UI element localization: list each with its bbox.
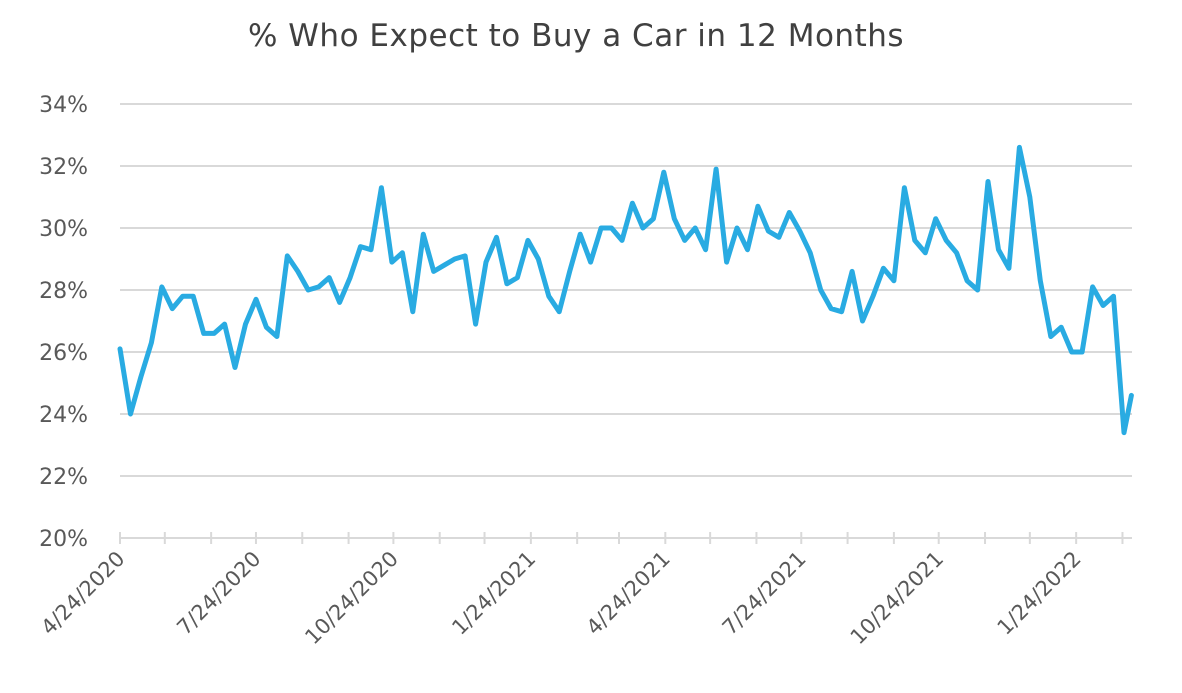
y-axis: 20% 22% 24% 26% 28% 30% 32% 34%: [39, 93, 88, 552]
chart-title: % Who Expect to Buy a Car in 12 Months: [247, 18, 905, 54]
x-tick-label: 7/24/2020: [172, 547, 265, 640]
x-tick-label: 4/24/2020: [36, 547, 129, 640]
y-tick-label: 22%: [39, 465, 88, 490]
gridlines: [120, 103, 1132, 539]
y-tick-label: 30%: [39, 217, 88, 242]
x-axis: 4/24/2020 7/24/2020 10/24/2020 1/24/2021 4/2…: [36, 532, 1124, 650]
series-line: [117, 144, 1134, 436]
series-layer: [117, 144, 1134, 436]
y-tick-label: 20%: [39, 527, 88, 552]
x-tick-label: 4/24/2021: [582, 547, 675, 640]
x-tick-label: 10/24/2021: [846, 547, 949, 650]
x-tick-label: 1/24/2022: [993, 547, 1086, 640]
y-tick-label: 34%: [39, 93, 88, 118]
y-tick-label: 26%: [39, 341, 88, 366]
x-tick-label: 10/24/2020: [300, 547, 403, 650]
x-tick-label: 7/24/2021: [718, 547, 811, 640]
y-tick-label: 32%: [39, 155, 88, 180]
x-tick-label: 1/24/2021: [447, 547, 540, 640]
y-tick-label: 24%: [39, 403, 88, 428]
y-tick-label: 28%: [39, 279, 88, 304]
